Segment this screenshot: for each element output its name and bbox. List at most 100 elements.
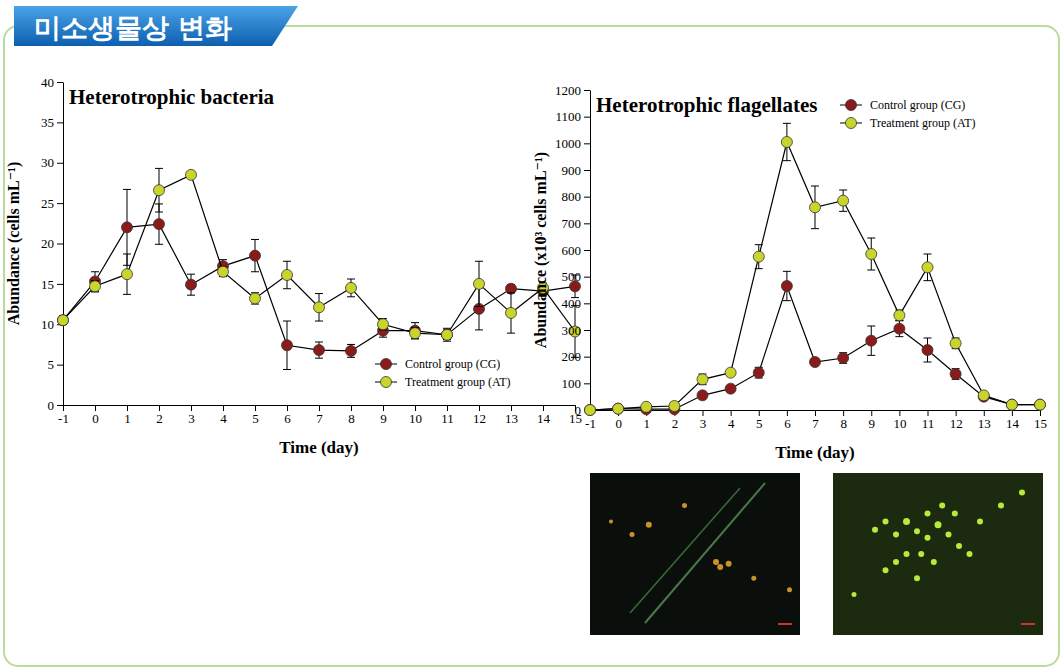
- series-line: [63, 224, 575, 351]
- header-title: 미소생물상 변화: [34, 12, 232, 43]
- y-axis: 0510152025303540: [41, 75, 64, 413]
- data-point: [442, 329, 453, 340]
- micrograph-filament: [645, 483, 765, 623]
- tick: 6: [284, 405, 291, 426]
- data-point: [641, 401, 652, 412]
- micrograph-cell: [787, 587, 792, 592]
- tick-mark: [255, 405, 256, 411]
- micrograph-cell: [956, 543, 962, 549]
- tick: 9: [380, 405, 387, 426]
- x-axis-title: Time (day): [279, 438, 359, 457]
- tick: 7: [316, 405, 323, 426]
- micrograph-cell: [717, 564, 723, 570]
- data-point: [697, 374, 708, 385]
- micrograph: [590, 473, 800, 635]
- tick: 5: [252, 405, 259, 426]
- x-axis: -10123456789101112131415: [58, 405, 582, 426]
- tick-label: -1: [58, 411, 69, 426]
- micrograph-cell: [883, 519, 889, 525]
- tick-mark: [871, 410, 872, 416]
- tick-mark: [57, 163, 63, 164]
- tick: 1000: [555, 136, 590, 151]
- tick-mark: [584, 277, 590, 278]
- tick-label: 15: [41, 277, 54, 292]
- tick-mark: [159, 405, 160, 411]
- data-point: [218, 266, 229, 277]
- data-point: [838, 353, 849, 364]
- tick-label: 6: [784, 416, 791, 431]
- tick-mark: [1012, 410, 1013, 416]
- tick-label: 15: [1034, 416, 1047, 431]
- data-point: [58, 315, 69, 326]
- tick-mark: [319, 405, 320, 411]
- tick-mark: [584, 170, 590, 171]
- data-point: [122, 222, 133, 233]
- tick-mark: [584, 357, 590, 358]
- tick: 14: [1006, 410, 1020, 431]
- chart: -101234567891011121314150510152025303540…: [5, 75, 582, 457]
- tick-label: 14: [1006, 416, 1020, 431]
- y-axis: 0100200300400500600700800900100011001200: [555, 83, 591, 418]
- tick: 900: [562, 163, 591, 178]
- tick-label: 0: [92, 411, 99, 426]
- data-point: [506, 307, 517, 318]
- micrograph-cell: [903, 518, 910, 525]
- data-point: [894, 323, 905, 334]
- tick: 11: [922, 410, 935, 431]
- tick: 10: [409, 405, 422, 426]
- data-point: [314, 302, 325, 313]
- tick-label: 10: [41, 317, 54, 332]
- data-point: [58, 315, 69, 326]
- micrograph-background: [833, 473, 1043, 635]
- tick-label: 1: [124, 411, 131, 426]
- micrograph-cell: [925, 535, 931, 541]
- tick-mark: [584, 383, 590, 384]
- tick-mark: [351, 405, 352, 411]
- data-point: [1006, 399, 1017, 410]
- chart-title: Heterotrophic flagellates: [596, 93, 817, 117]
- data-point: [753, 367, 764, 378]
- data-point: [378, 319, 389, 330]
- tick-label: 1000: [555, 136, 581, 151]
- tick: 3: [188, 405, 195, 426]
- tick: 30: [41, 155, 63, 170]
- tick-label: 13: [978, 416, 991, 431]
- scale-bar: [778, 623, 792, 625]
- micrograph-cell: [925, 511, 931, 517]
- tick-mark: [703, 410, 704, 416]
- tick: 3: [700, 410, 707, 431]
- tick-mark: [584, 197, 590, 198]
- tick-label: 1200: [555, 83, 581, 98]
- tick-mark: [447, 405, 448, 411]
- tick: 400: [562, 296, 591, 311]
- micrograph-cell: [893, 532, 899, 538]
- chart-title: Heterotrophic bacteria: [69, 85, 275, 109]
- tick: 35: [41, 115, 63, 130]
- data-point: [894, 310, 905, 321]
- data-point: [90, 281, 101, 292]
- data-point: [613, 403, 624, 414]
- tick-label: 0: [575, 403, 582, 418]
- tick-mark: [815, 410, 816, 416]
- tick-label: 14: [537, 411, 551, 426]
- tick: 1200: [555, 83, 590, 98]
- tick: 0: [48, 398, 64, 413]
- micrograph-cell: [682, 503, 687, 508]
- legend: Control group (CG)Treatment group (AT): [375, 357, 511, 389]
- micrograph-cell: [914, 528, 920, 534]
- tick-label: 7: [316, 411, 323, 426]
- tick-mark: [57, 122, 63, 123]
- x-axis-title: Time (day): [775, 443, 855, 462]
- tick-label: 5: [252, 411, 259, 426]
- data-point: [186, 169, 197, 180]
- tick-label: 11: [441, 411, 454, 426]
- data-point: [474, 278, 485, 289]
- tick: 800: [562, 189, 591, 204]
- series-line: [590, 286, 1040, 410]
- data-point: [1035, 399, 1046, 410]
- data-point: [346, 282, 357, 293]
- tick-label: 20: [41, 236, 54, 251]
- tick-mark: [95, 405, 96, 411]
- tick-mark: [984, 410, 985, 416]
- series-line: [63, 175, 575, 335]
